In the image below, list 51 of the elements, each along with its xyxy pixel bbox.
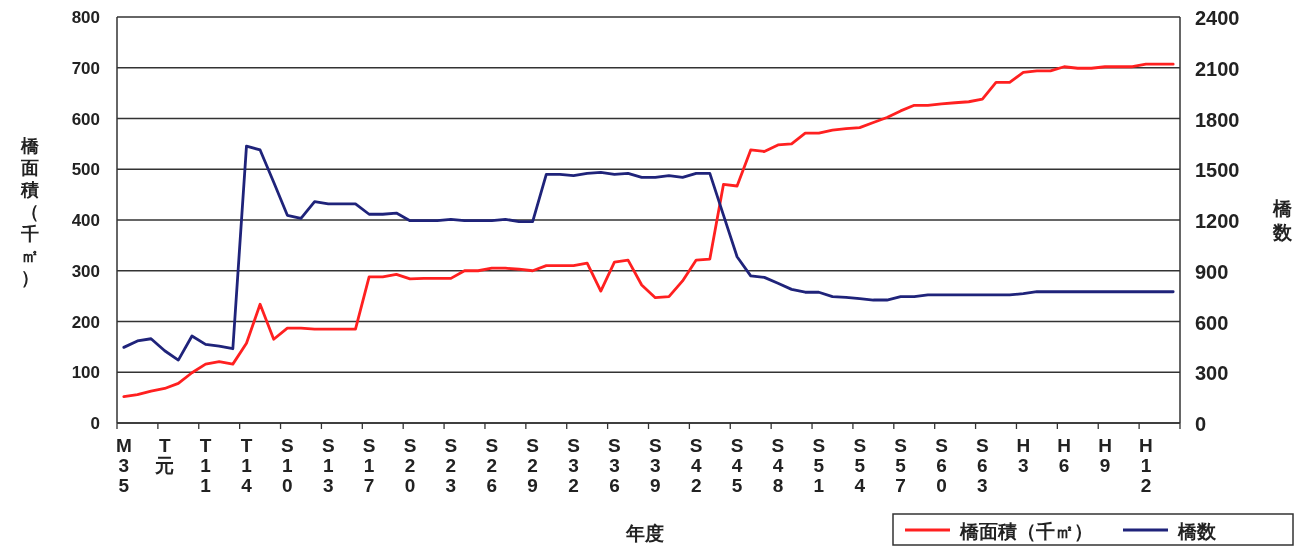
- x-tick-label: S29: [526, 435, 539, 496]
- y2-tick-label: 900: [1195, 260, 1229, 283]
- y2-tick-label: 2100: [1195, 57, 1240, 80]
- x-tick-label: S48: [771, 435, 785, 496]
- x-tick-label: S36: [608, 435, 621, 496]
- x-tick-label: H3: [1016, 435, 1031, 476]
- y-tick-label: 400: [71, 211, 100, 230]
- x-tick-label: S20: [403, 435, 417, 496]
- y-tick-label: 800: [71, 8, 100, 27]
- x-tick-label: S60: [935, 435, 948, 496]
- x-tick-label: T11: [199, 435, 212, 496]
- line-series: [122, 62, 1175, 399]
- x-tick-label: S42: [689, 435, 703, 496]
- y-axis-title: 橋面積（千㎡）: [20, 136, 40, 288]
- y2-axis-title: 橋数: [1271, 198, 1293, 243]
- y2-tick-label: 600: [1195, 311, 1229, 334]
- x-tick-label: S23: [444, 435, 458, 496]
- x-tick-label: S26: [485, 435, 499, 496]
- y-tick-label: 700: [71, 58, 100, 78]
- y2-tick-label: 1800: [1195, 108, 1240, 131]
- y-tick-label: 0: [90, 414, 100, 433]
- y-tick-label: 600: [71, 109, 100, 129]
- y-tick-label: 300: [71, 261, 100, 281]
- x-tick-label: S57: [894, 435, 907, 496]
- x-tick-label: M35: [115, 435, 132, 496]
- legend-label: 橋面積（千㎡）: [959, 521, 1093, 542]
- y2-tick-label: 2400: [1195, 7, 1240, 29]
- x-tick-label: S32: [567, 435, 580, 496]
- x-tick-label: S10: [281, 435, 294, 496]
- x-tick-label: S51: [812, 435, 826, 496]
- x-tick-label: S54: [853, 435, 867, 496]
- line-series: [122, 144, 1175, 362]
- y-tick-label: 500: [71, 160, 100, 180]
- x-tick-label: H9: [1098, 435, 1112, 476]
- x-tick-label: S13: [321, 435, 335, 496]
- y2-tick-label: 1200: [1195, 210, 1240, 232]
- x-axis-title: 年度: [625, 523, 664, 544]
- legend-label: 橋数: [1177, 521, 1217, 542]
- x-tick-label: S39: [648, 435, 662, 496]
- x-tick-label: T14: [240, 435, 253, 496]
- x-tick-label: S63: [976, 435, 989, 496]
- y-tick-label: 100: [71, 363, 100, 383]
- x-tick-label: T元: [154, 435, 175, 476]
- y2-tick-label: 1500: [1195, 159, 1240, 182]
- y-tick-label: 200: [71, 312, 100, 332]
- y2-tick-label: 0: [1195, 413, 1207, 435]
- x-tick-label: S17: [362, 435, 376, 496]
- x-tick-label: H6: [1057, 435, 1072, 476]
- y2-tick-label: 300: [1195, 362, 1229, 385]
- x-tick-label: H12: [1139, 435, 1153, 496]
- x-tick-label: S45: [730, 435, 744, 496]
